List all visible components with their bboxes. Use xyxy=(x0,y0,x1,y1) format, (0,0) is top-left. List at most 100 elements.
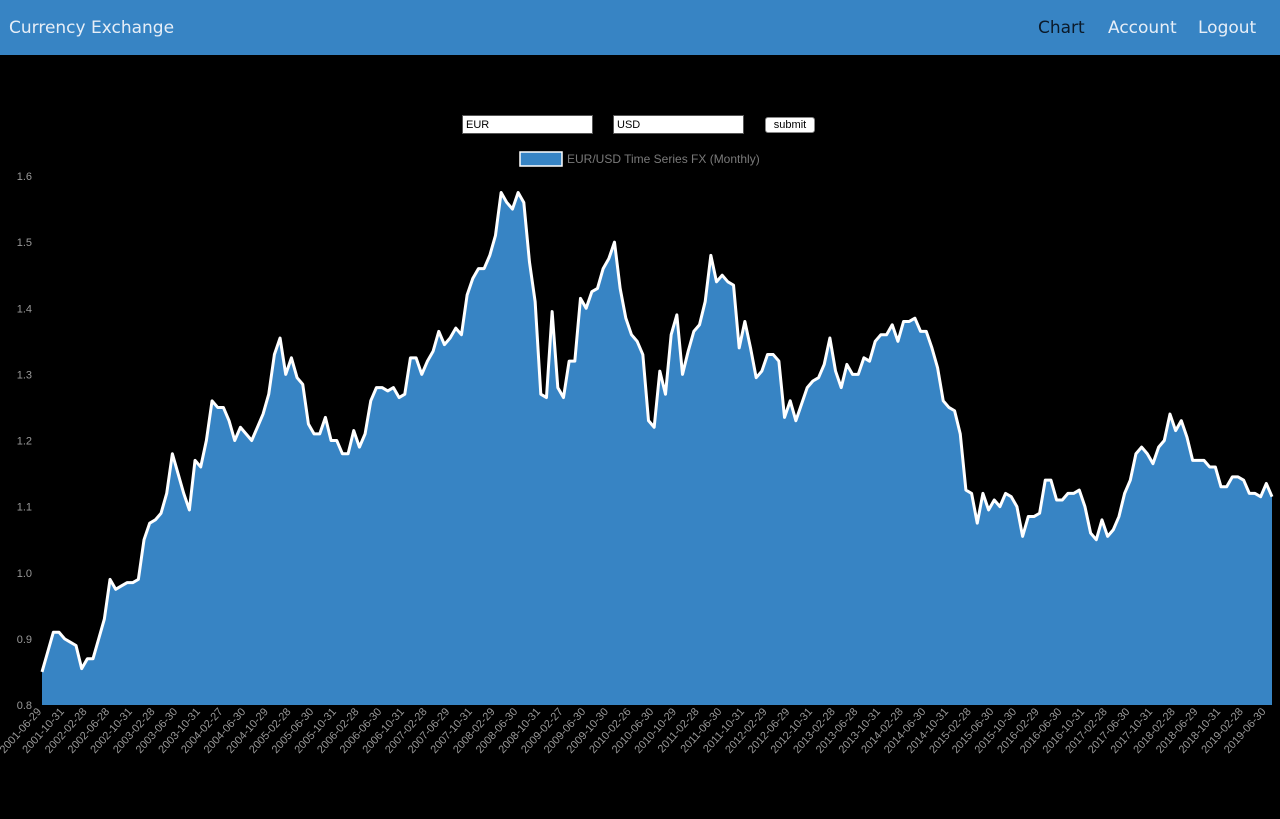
data-point[interactable] xyxy=(618,286,623,291)
data-point[interactable] xyxy=(946,405,951,410)
data-point[interactable] xyxy=(941,398,946,403)
data-point[interactable] xyxy=(402,392,407,397)
data-point[interactable] xyxy=(765,352,770,357)
data-point[interactable] xyxy=(555,385,560,390)
data-point[interactable] xyxy=(408,355,413,360)
nav-account-link[interactable]: Account xyxy=(1108,18,1177,38)
data-point[interactable] xyxy=(680,372,685,377)
data-point[interactable] xyxy=(839,385,844,390)
data-point[interactable] xyxy=(1048,478,1053,483)
data-point[interactable] xyxy=(782,415,787,420)
data-point[interactable] xyxy=(329,438,334,443)
data-point[interactable] xyxy=(96,636,101,641)
data-point[interactable] xyxy=(334,438,339,443)
data-point[interactable] xyxy=(788,398,793,403)
data-point[interactable] xyxy=(1128,478,1133,483)
data-point[interactable] xyxy=(391,385,396,390)
data-point[interactable] xyxy=(453,326,458,331)
data-point[interactable] xyxy=(714,279,719,284)
data-point[interactable] xyxy=(306,421,311,426)
data-point[interactable] xyxy=(249,438,254,443)
data-point[interactable] xyxy=(1252,491,1257,496)
data-point[interactable] xyxy=(125,580,130,585)
data-point[interactable] xyxy=(1270,494,1275,499)
data-point[interactable] xyxy=(731,283,736,288)
data-point[interactable] xyxy=(1162,438,1167,443)
submit-button[interactable]: submit xyxy=(765,117,815,133)
data-point[interactable] xyxy=(1122,491,1127,496)
data-point[interactable] xyxy=(45,650,50,655)
data-point[interactable] xyxy=(147,521,152,526)
data-point[interactable] xyxy=(170,451,175,456)
data-point[interactable] xyxy=(266,392,271,397)
data-point[interactable] xyxy=(1201,458,1206,463)
data-point[interactable] xyxy=(1133,451,1138,456)
data-point[interactable] xyxy=(1224,484,1229,489)
data-point[interactable] xyxy=(40,669,45,674)
data-point[interactable] xyxy=(363,431,368,436)
data-point[interactable] xyxy=(1218,484,1223,489)
data-point[interactable] xyxy=(91,656,96,661)
data-point[interactable] xyxy=(578,296,583,301)
data-point[interactable] xyxy=(1082,504,1087,509)
data-point[interactable] xyxy=(357,445,362,450)
data-point[interactable] xyxy=(725,279,730,284)
data-point[interactable] xyxy=(1230,474,1235,479)
data-point[interactable] xyxy=(538,392,543,397)
data-point[interactable] xyxy=(62,636,67,641)
data-point[interactable] xyxy=(901,319,906,324)
data-point[interactable] xyxy=(550,309,555,314)
data-point[interactable] xyxy=(204,438,209,443)
data-point[interactable] xyxy=(640,352,645,357)
data-point[interactable] xyxy=(912,316,917,321)
data-point[interactable] xyxy=(708,253,713,258)
data-point[interactable] xyxy=(510,207,515,212)
data-point[interactable] xyxy=(771,352,776,357)
data-point[interactable] xyxy=(295,375,300,380)
data-point[interactable] xyxy=(419,372,424,377)
data-point[interactable] xyxy=(261,412,266,417)
data-point[interactable] xyxy=(1037,511,1042,516)
data-point[interactable] xyxy=(255,425,260,430)
data-point[interactable] xyxy=(924,329,929,334)
data-point[interactable] xyxy=(68,640,73,645)
data-point[interactable] xyxy=(79,666,84,671)
data-point[interactable] xyxy=(244,431,249,436)
data-point[interactable] xyxy=(476,266,481,271)
data-point[interactable] xyxy=(300,382,305,387)
data-point[interactable] xyxy=(895,339,900,344)
data-point[interactable] xyxy=(374,385,379,390)
data-point[interactable] xyxy=(975,521,980,526)
data-point[interactable] xyxy=(793,418,798,423)
data-point[interactable] xyxy=(1020,534,1025,539)
from-currency-input[interactable] xyxy=(462,115,593,134)
data-point[interactable] xyxy=(1196,458,1201,463)
data-point[interactable] xyxy=(351,428,356,433)
data-point[interactable] xyxy=(436,329,441,334)
data-point[interactable] xyxy=(323,415,328,420)
data-point[interactable] xyxy=(1099,517,1104,522)
nav-logout-link[interactable]: Logout xyxy=(1198,18,1257,38)
data-point[interactable] xyxy=(1026,514,1031,519)
data-point[interactable] xyxy=(833,369,838,374)
data-point[interactable] xyxy=(368,398,373,403)
data-point[interactable] xyxy=(164,491,169,496)
data-point[interactable] xyxy=(1156,445,1161,450)
brand-title[interactable]: Currency Exchange xyxy=(9,18,175,38)
data-point[interactable] xyxy=(1264,481,1269,486)
data-point[interactable] xyxy=(986,507,991,512)
data-point[interactable] xyxy=(589,289,594,294)
data-point[interactable] xyxy=(992,498,997,503)
data-point[interactable] xyxy=(227,418,232,423)
data-point[interactable] xyxy=(499,190,504,195)
data-point[interactable] xyxy=(1247,491,1252,496)
data-point[interactable] xyxy=(470,276,475,281)
data-point[interactable] xyxy=(737,345,742,350)
data-point[interactable] xyxy=(1003,491,1008,496)
data-point[interactable] xyxy=(1235,474,1240,479)
data-point[interactable] xyxy=(113,587,118,592)
data-point[interactable] xyxy=(759,369,764,374)
data-point[interactable] xyxy=(1077,488,1082,493)
data-point[interactable] xyxy=(674,312,679,317)
data-point[interactable] xyxy=(1105,534,1110,539)
